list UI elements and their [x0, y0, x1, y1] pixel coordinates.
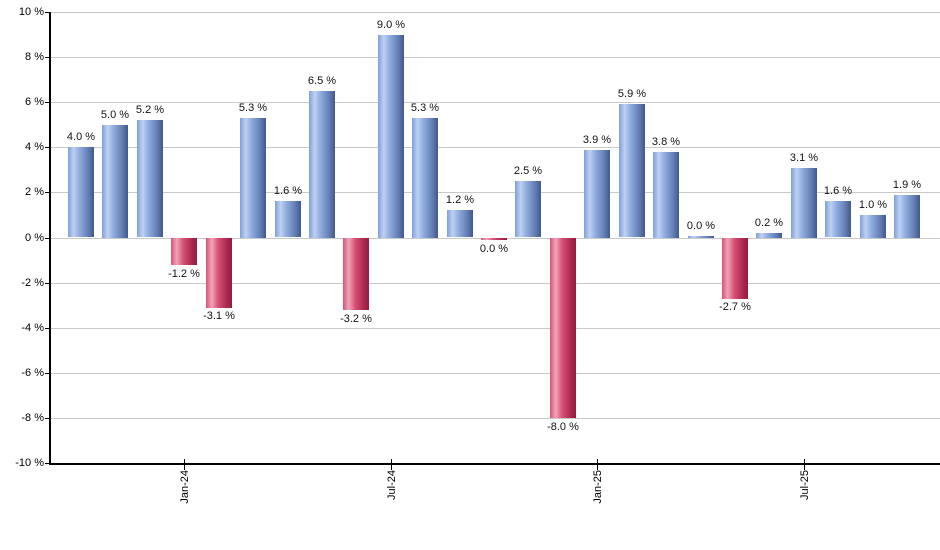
bar-value-label: 1.0 % [858, 199, 888, 211]
bar-value-label: 5.3 % [410, 102, 440, 114]
bar [653, 152, 679, 238]
gridline--8 [50, 418, 940, 419]
bar [412, 118, 438, 238]
y-axis-tick [45, 463, 49, 464]
gridline-4 [50, 147, 940, 148]
x-axis-line [49, 463, 940, 465]
y-axis-tick [45, 147, 49, 148]
bar [447, 210, 473, 237]
y-axis-label: 4 % [25, 141, 44, 153]
y-axis-tick [45, 238, 49, 239]
x-axis-tick [184, 459, 185, 470]
bar [722, 238, 748, 299]
bar-value-label: 6.5 % [307, 75, 337, 87]
gridline-10 [50, 12, 940, 13]
bar-value-label: 1.2 % [445, 194, 475, 206]
bar [309, 91, 335, 238]
y-axis-tick [45, 12, 49, 13]
y-axis-line [49, 12, 51, 465]
y-axis-label: -10 % [15, 457, 44, 469]
y-axis-label: -4 % [21, 322, 44, 334]
bar-value-label: 0.0 % [479, 243, 509, 255]
bar [378, 35, 404, 238]
x-axis-tick [597, 459, 598, 470]
bar [619, 104, 645, 237]
y-axis-tick [45, 192, 49, 193]
bar-value-label: 3.9 % [582, 134, 612, 146]
bar [791, 168, 817, 238]
x-axis-tick [804, 459, 805, 470]
y-axis-tick [45, 102, 49, 103]
bar-value-label: 5.3 % [238, 102, 268, 114]
y-axis-label: 6 % [25, 96, 44, 108]
bar-value-label: 5.0 % [100, 109, 130, 121]
bar-value-label: 0.2 % [754, 217, 784, 229]
bar-value-label: -1.2 % [168, 268, 200, 280]
bar [894, 195, 920, 238]
bar [68, 147, 94, 237]
bar [550, 238, 576, 418]
bar [206, 238, 232, 308]
bar-value-label: 1.9 % [892, 179, 922, 191]
bar-value-label: 1.6 % [823, 185, 853, 197]
bar-value-label: -3.2 % [340, 313, 372, 325]
bar-value-label: -3.1 % [203, 310, 235, 322]
bar [343, 238, 369, 310]
bar-value-label: 2.5 % [513, 165, 543, 177]
y-axis-label: 10 % [18, 6, 44, 18]
x-axis-label: Jan-24 [179, 470, 191, 504]
bar [137, 120, 163, 237]
gridline-8 [50, 57, 940, 58]
bar [515, 181, 541, 237]
y-axis-tick [45, 283, 49, 284]
bar [275, 201, 301, 237]
y-axis-label: 2 % [25, 186, 44, 198]
bar [584, 150, 610, 238]
gridline-2 [50, 192, 940, 193]
y-axis-label: -6 % [21, 367, 44, 379]
y-axis-tick [45, 373, 49, 374]
bar-value-label: 9.0 % [376, 19, 406, 31]
y-axis-label: -8 % [21, 412, 44, 424]
bar-value-label: 4.0 % [66, 131, 96, 143]
y-axis-label: 0 % [25, 232, 44, 244]
x-axis-label: Jul-24 [386, 470, 398, 500]
bar [240, 118, 266, 238]
y-axis-tick [45, 418, 49, 419]
y-axis-label: -2 % [21, 277, 44, 289]
y-axis-label: 8 % [25, 51, 44, 63]
gridline--6 [50, 373, 940, 374]
bar-value-label: 1.6 % [273, 185, 303, 197]
gridline--4 [50, 328, 940, 329]
bar [756, 233, 782, 238]
bar [825, 201, 851, 237]
bar-value-label: 5.9 % [617, 88, 647, 100]
y-axis-tick [45, 328, 49, 329]
x-axis-label: Jan-25 [592, 470, 604, 504]
bar [860, 215, 886, 238]
y-axis-tick [45, 57, 49, 58]
bar [102, 125, 128, 238]
x-axis-label: Jul-25 [799, 470, 811, 500]
bar [171, 238, 197, 265]
bar-value-label: -8.0 % [547, 421, 579, 433]
gridline--2 [50, 283, 940, 284]
bar [688, 236, 714, 238]
bar [481, 238, 507, 240]
x-axis-tick [391, 459, 392, 470]
bar-value-label: 0.0 % [686, 220, 716, 232]
bar-value-label: 3.1 % [789, 152, 819, 164]
bar-value-label: 3.8 % [651, 136, 681, 148]
bar-value-label: -2.7 % [719, 301, 751, 313]
gridline-6 [50, 102, 940, 103]
bar-value-label: 5.2 % [135, 104, 165, 116]
